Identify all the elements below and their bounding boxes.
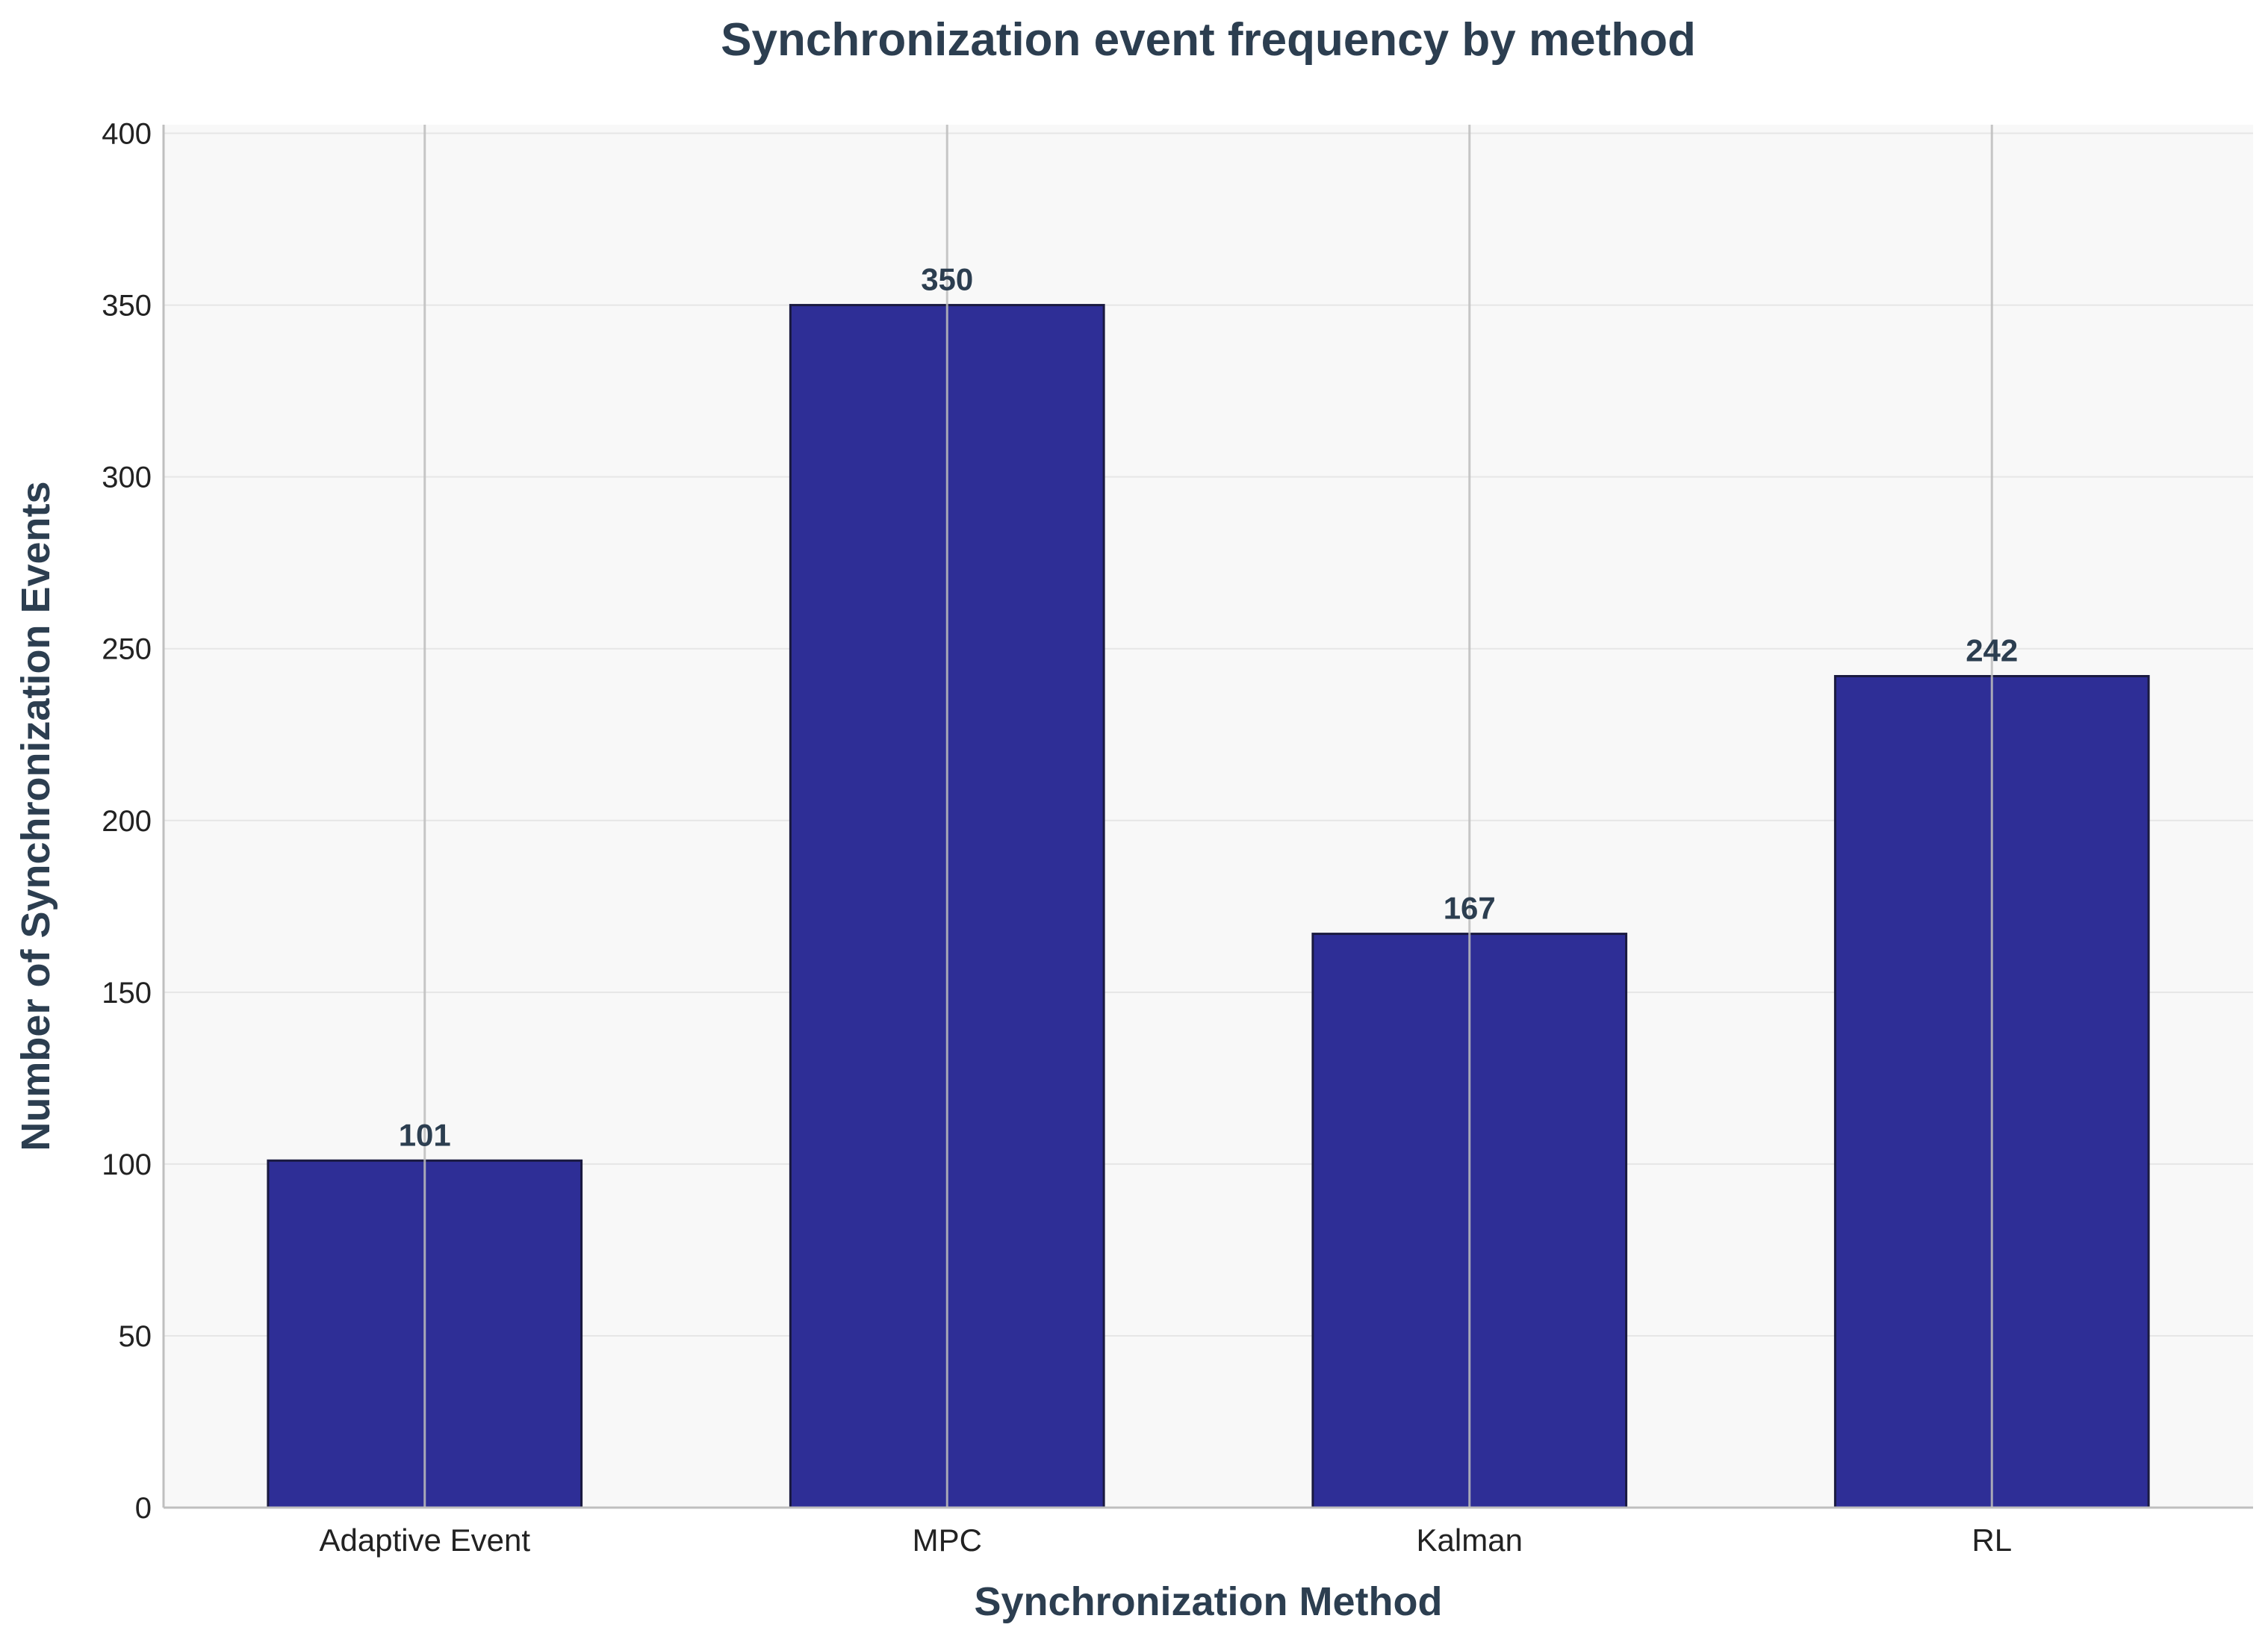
data-label: 167 bbox=[1444, 891, 1496, 926]
vertical-gridlines bbox=[423, 125, 1993, 1508]
y-tick-label: 150 bbox=[102, 977, 152, 1010]
data-label: 242 bbox=[1966, 632, 2018, 668]
y-tick-label: 200 bbox=[102, 805, 152, 838]
y-tick-label: 300 bbox=[102, 461, 152, 494]
x-tick-label: RL bbox=[1972, 1523, 2012, 1558]
data-labels: 101 350 167 242 bbox=[399, 262, 2019, 1153]
y-tick-label: 100 bbox=[102, 1148, 152, 1181]
y-tick-label: 350 bbox=[102, 290, 152, 323]
data-label: 101 bbox=[399, 1117, 451, 1152]
y-axis-label: Number of Synchronization Events bbox=[13, 481, 58, 1151]
x-tick-label: Adaptive Event bbox=[319, 1523, 530, 1558]
x-tick-label: MPC bbox=[913, 1523, 982, 1558]
y-tick-label: 400 bbox=[102, 118, 152, 151]
y-tick-label: 0 bbox=[135, 1492, 152, 1525]
x-tick-labels: Adaptive Event MPC Kalman RL bbox=[319, 1523, 2012, 1558]
bars bbox=[267, 304, 2150, 1509]
chart-title: Synchronization event frequency by metho… bbox=[721, 14, 1696, 66]
y-tick-label: 250 bbox=[102, 633, 152, 666]
y-tick-label: 50 bbox=[119, 1320, 152, 1353]
axes bbox=[162, 125, 2253, 1509]
data-label: 350 bbox=[921, 262, 973, 297]
x-tick-label: Kalman bbox=[1417, 1523, 1523, 1558]
x-axis-label: Synchronization Method bbox=[975, 1579, 1443, 1624]
y-tick-labels: 0 50 100 150 200 250 300 350 400 bbox=[102, 118, 152, 1525]
